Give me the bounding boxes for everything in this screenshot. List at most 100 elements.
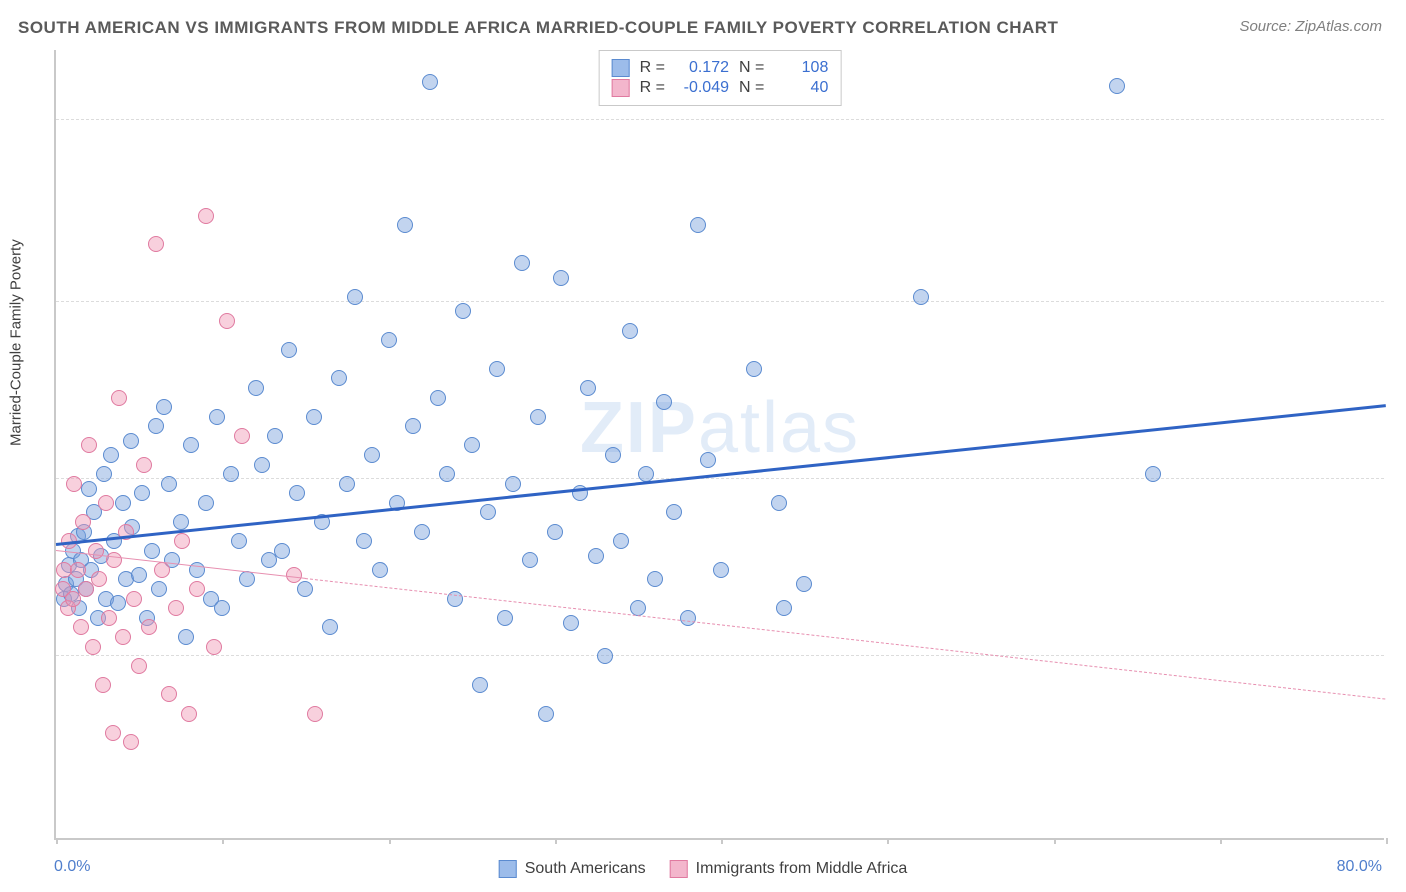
gridline [56,478,1384,479]
data-point [514,255,530,271]
chart-title: SOUTH AMERICAN VS IMMIGRANTS FROM MIDDLE… [18,18,1058,38]
data-point [209,409,225,425]
data-point [115,629,131,645]
data-point [505,476,521,492]
data-point [497,610,513,626]
data-point [289,485,305,501]
data-point [96,466,112,482]
legend-item: South Americans [499,860,646,878]
data-point [364,447,380,463]
data-point [480,504,496,520]
data-point [447,591,463,607]
data-point [356,533,372,549]
data-point [189,581,205,597]
data-point [148,418,164,434]
data-point [414,524,430,540]
data-point [267,428,283,444]
data-point [339,476,355,492]
data-point [98,495,114,511]
x-tick [887,838,889,844]
data-point [183,437,199,453]
data-point [588,548,604,564]
data-point [776,600,792,616]
trend-line [305,578,1386,700]
data-point [173,514,189,530]
stat-row: R =0.172N =108 [612,59,829,77]
data-point [131,658,147,674]
data-point [123,433,139,449]
data-point [489,361,505,377]
data-point [110,595,126,611]
legend-swatch [612,59,630,77]
x-tick [222,838,224,844]
data-point [156,399,172,415]
data-point [547,524,563,540]
plot-area: ZIPatlas R =0.172N =108R =-0.049N =40 3.… [54,50,1384,840]
data-point [115,495,131,511]
data-point [439,466,455,482]
data-point [219,313,235,329]
data-point [66,476,82,492]
x-tick [555,838,557,844]
data-point [88,543,104,559]
data-point [405,418,421,434]
data-point [771,495,787,511]
data-point [553,270,569,286]
data-point [111,390,127,406]
data-point [331,370,347,386]
data-point [144,543,160,559]
data-point [161,476,177,492]
data-point [206,639,222,655]
data-point [322,619,338,635]
data-point [455,303,471,319]
data-point [136,457,152,473]
stat-r-value: 0.172 [675,59,729,77]
correlation-stats-box: R =0.172N =108R =-0.049N =40 [599,50,842,106]
legend-swatch [499,860,517,878]
gridline [56,301,1384,302]
gridline [56,655,1384,656]
legend-label: South Americans [525,860,646,878]
legend-item: Immigrants from Middle Africa [670,860,908,878]
data-point [95,677,111,693]
data-point [746,361,762,377]
data-point [307,706,323,722]
data-point [106,552,122,568]
data-point [1109,78,1125,94]
data-point [105,725,121,741]
data-point [430,390,446,406]
data-point [538,706,554,722]
legend-swatch [612,79,630,97]
x-tick [389,838,391,844]
trend-line [56,404,1386,546]
watermark: ZIPatlas [580,387,860,469]
stat-n-label: N = [739,79,764,97]
x-tick [56,838,58,844]
data-point [472,677,488,693]
data-point [73,619,89,635]
data-point [214,600,230,616]
x-tick [1386,838,1388,844]
data-point [347,289,363,305]
stat-n-label: N = [739,59,764,77]
data-point [75,514,91,530]
data-point [178,629,194,645]
gridline [56,119,1384,120]
data-point [464,437,480,453]
data-point [274,543,290,559]
data-point [522,552,538,568]
source-label: Source: ZipAtlas.com [1239,18,1382,35]
data-point [85,639,101,655]
data-point [597,648,613,664]
watermark-suffix: atlas [698,388,860,468]
data-point [151,581,167,597]
data-point [81,481,97,497]
data-point [91,571,107,587]
x-tick [721,838,723,844]
data-point [381,332,397,348]
data-point [181,706,197,722]
data-point [796,576,812,592]
data-point [613,533,629,549]
data-point [198,208,214,224]
data-point [141,619,157,635]
